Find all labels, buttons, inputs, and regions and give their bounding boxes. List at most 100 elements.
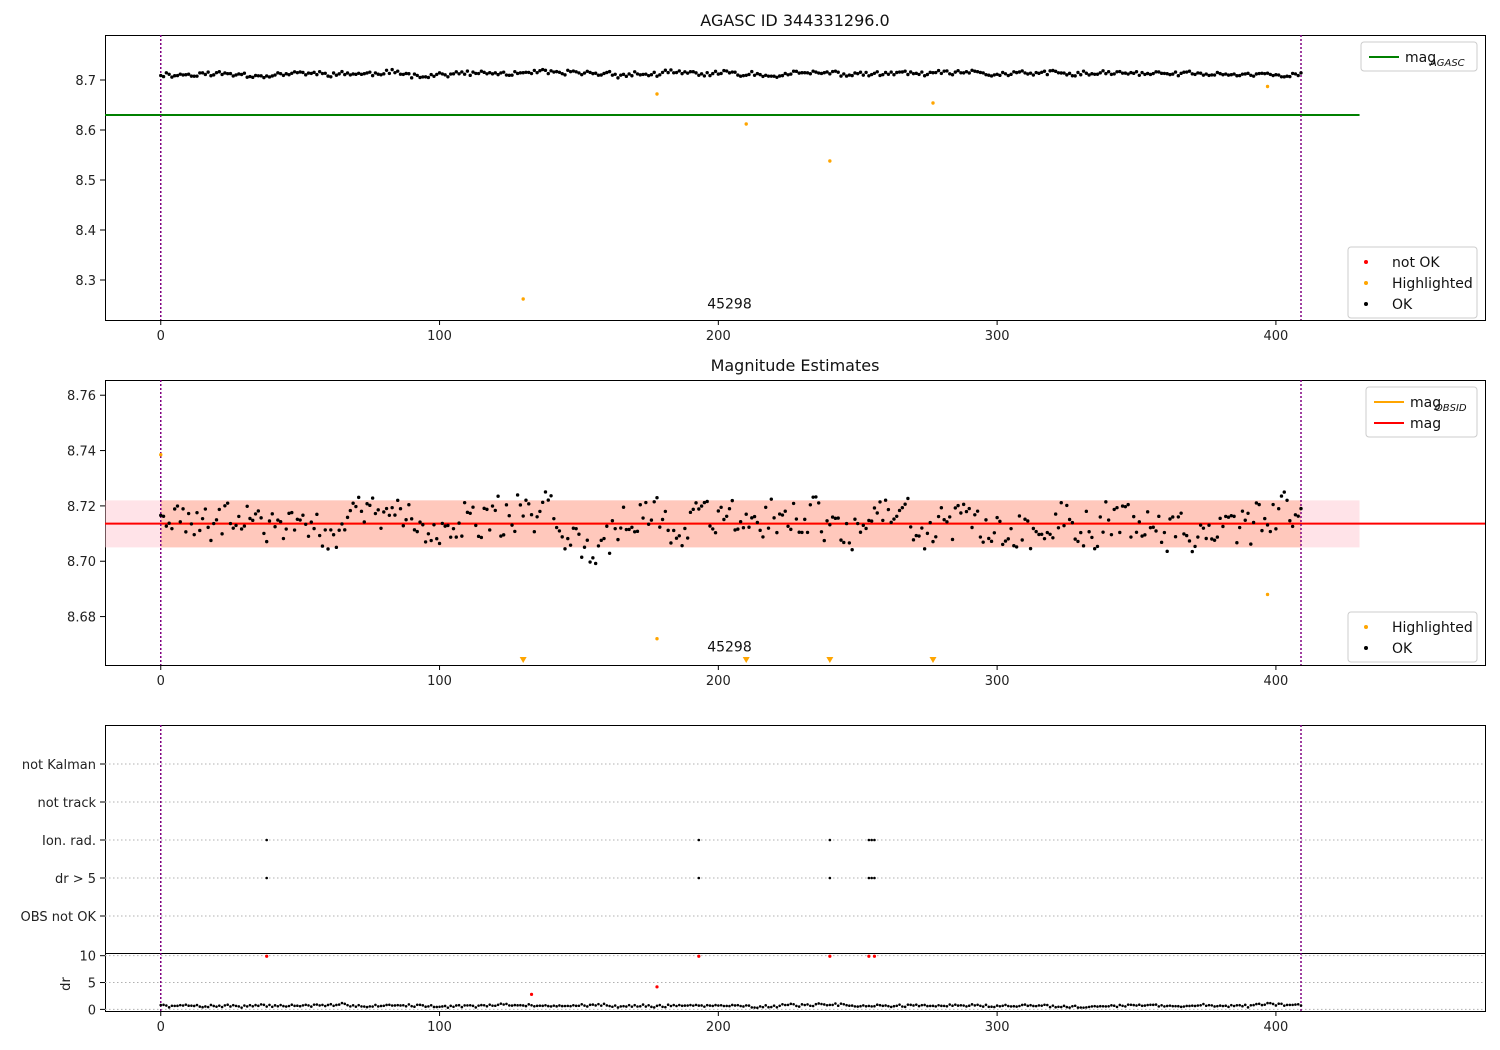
ok-point — [1210, 537, 1214, 541]
dr-point — [346, 1003, 349, 1007]
dr-point — [661, 1005, 664, 1009]
ok-point — [596, 544, 601, 548]
ok-point — [485, 507, 489, 512]
ok-point — [987, 73, 991, 77]
ok-point — [738, 74, 743, 78]
ok-point — [348, 73, 353, 77]
dr-point — [569, 1004, 572, 1008]
panel-title: Magnitude Estimates — [711, 356, 880, 375]
dr-point — [1046, 1003, 1049, 1007]
ok-point — [504, 503, 509, 507]
ok-point — [1215, 70, 1220, 75]
dr-point — [524, 1004, 528, 1008]
ok-point — [1187, 69, 1192, 73]
dr-point — [463, 1004, 466, 1007]
ok-point — [393, 513, 397, 517]
dr-point — [1138, 1003, 1141, 1007]
ok-point — [507, 73, 511, 78]
ok-point — [281, 73, 286, 78]
dr-flagged-point — [867, 954, 871, 958]
dr-point — [496, 1003, 500, 1007]
ok-point — [535, 70, 539, 75]
dr-point — [296, 1004, 299, 1008]
ok-point — [1070, 74, 1075, 78]
ok-point — [295, 517, 300, 522]
ok-point — [1079, 530, 1083, 535]
ok-point — [1023, 517, 1027, 521]
dr-point — [499, 1002, 503, 1005]
ok-point — [159, 513, 163, 518]
dr-point — [658, 1003, 662, 1007]
ok-point — [343, 72, 347, 77]
highlighted-point — [1265, 592, 1270, 597]
ok-point — [1168, 517, 1172, 521]
dr-point — [917, 1004, 921, 1008]
ok-point — [301, 70, 305, 75]
dr-point — [672, 1003, 676, 1007]
ok-point — [1232, 72, 1236, 76]
ok-point — [499, 534, 503, 538]
ok-point — [1207, 523, 1211, 527]
ok-point — [181, 507, 185, 511]
dr-point — [1090, 1005, 1094, 1008]
ok-point — [936, 68, 941, 73]
ok-point — [1115, 70, 1119, 74]
x-tick-label: 100 — [427, 674, 452, 689]
dr-point — [666, 1003, 670, 1007]
dr-point — [951, 1004, 954, 1008]
ok-point — [945, 69, 949, 73]
dr-point — [758, 1005, 762, 1008]
ok-point — [376, 508, 380, 512]
ok-point — [917, 72, 921, 77]
ok-point — [1098, 515, 1102, 519]
ok-point — [1249, 73, 1253, 77]
ok-point — [769, 497, 774, 501]
ok-point — [1243, 72, 1247, 76]
dr-point — [1255, 1002, 1258, 1006]
dr-flagged-point — [655, 985, 659, 989]
ok-point — [942, 518, 946, 522]
dr-point — [190, 1004, 193, 1007]
ok-point — [527, 502, 531, 506]
ok-point — [858, 530, 863, 534]
ok-point — [847, 73, 852, 77]
dr-point — [237, 1005, 241, 1008]
dr-point — [809, 1004, 812, 1008]
ok-point — [828, 72, 832, 76]
dr-point — [1294, 1003, 1297, 1006]
dr-point — [1230, 1003, 1233, 1007]
legend-subscript: OBSID — [1435, 403, 1467, 414]
ok-point — [699, 72, 704, 76]
ok-point — [950, 73, 955, 77]
ok-point — [959, 71, 963, 75]
highlighted-point — [931, 101, 935, 105]
dr-point — [1129, 1003, 1133, 1007]
dr-point — [1029, 1003, 1032, 1007]
ok-point — [861, 73, 866, 77]
ok-point — [1109, 532, 1114, 537]
ok-point — [1201, 526, 1206, 530]
ok-point — [382, 510, 386, 514]
legend-label: mag — [1405, 50, 1436, 66]
ok-point — [1134, 70, 1139, 74]
ok-point — [1037, 532, 1041, 537]
ok-point — [1014, 70, 1019, 75]
ok-point — [348, 508, 353, 513]
dr-point — [195, 1003, 199, 1007]
dr-point — [407, 1003, 411, 1006]
ok-point — [343, 528, 347, 532]
dr-point — [215, 1005, 218, 1008]
ok-point — [359, 72, 364, 77]
ok-point — [649, 518, 654, 522]
ok-point — [593, 71, 598, 75]
ok-point — [1240, 72, 1245, 76]
dr-point — [577, 1004, 581, 1008]
ok-point — [178, 72, 182, 76]
ok-point — [672, 528, 676, 533]
ok-point — [881, 72, 885, 77]
dr-point — [822, 1003, 826, 1006]
flag-point — [828, 838, 832, 842]
ok-point — [1157, 70, 1161, 74]
ok-point — [223, 504, 227, 508]
dr-point — [583, 1004, 586, 1007]
